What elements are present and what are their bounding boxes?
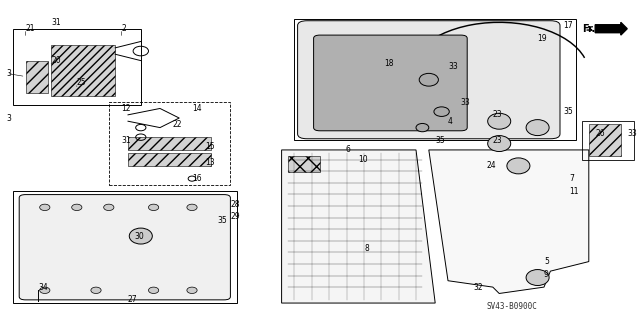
Ellipse shape bbox=[526, 120, 549, 136]
Text: SV43-B0900C: SV43-B0900C bbox=[486, 302, 537, 311]
Text: 33: 33 bbox=[461, 98, 470, 107]
Text: 4: 4 bbox=[448, 117, 453, 126]
Text: 35: 35 bbox=[218, 216, 227, 225]
Text: 30: 30 bbox=[134, 232, 144, 241]
Text: 3: 3 bbox=[6, 69, 12, 78]
Bar bbox=[288, 156, 320, 172]
Polygon shape bbox=[429, 150, 589, 293]
Text: 17: 17 bbox=[563, 21, 573, 30]
Ellipse shape bbox=[488, 113, 511, 129]
Text: 2: 2 bbox=[122, 24, 126, 33]
FancyBboxPatch shape bbox=[314, 35, 467, 131]
Text: 13: 13 bbox=[205, 158, 214, 167]
Text: 25: 25 bbox=[77, 78, 86, 87]
Ellipse shape bbox=[148, 204, 159, 211]
FancyBboxPatch shape bbox=[298, 21, 560, 139]
Text: 18: 18 bbox=[384, 59, 394, 68]
Ellipse shape bbox=[91, 287, 101, 293]
FancyArrow shape bbox=[595, 22, 627, 35]
Bar bbox=[128, 153, 211, 166]
Text: 6: 6 bbox=[346, 145, 351, 154]
Polygon shape bbox=[282, 150, 435, 303]
Ellipse shape bbox=[129, 228, 152, 244]
Ellipse shape bbox=[104, 204, 114, 211]
Ellipse shape bbox=[148, 287, 159, 293]
Ellipse shape bbox=[187, 204, 197, 211]
Text: 33: 33 bbox=[627, 130, 637, 138]
Text: 19: 19 bbox=[538, 34, 547, 43]
Text: 27: 27 bbox=[128, 295, 138, 304]
Ellipse shape bbox=[40, 204, 50, 211]
FancyBboxPatch shape bbox=[19, 195, 230, 300]
Text: 23: 23 bbox=[493, 136, 502, 145]
Text: 35: 35 bbox=[563, 107, 573, 116]
Ellipse shape bbox=[419, 73, 438, 86]
Bar bbox=[128, 137, 211, 150]
Ellipse shape bbox=[416, 123, 429, 132]
Text: 3: 3 bbox=[6, 114, 12, 122]
Ellipse shape bbox=[526, 270, 549, 286]
Bar bbox=[26, 61, 48, 93]
Ellipse shape bbox=[434, 107, 449, 116]
Text: 16: 16 bbox=[192, 174, 202, 183]
Text: 31: 31 bbox=[51, 18, 61, 27]
Text: 24: 24 bbox=[486, 161, 496, 170]
Text: 26: 26 bbox=[595, 130, 605, 138]
Text: 15: 15 bbox=[205, 142, 214, 151]
Text: 22: 22 bbox=[173, 120, 182, 129]
Text: 20: 20 bbox=[51, 56, 61, 65]
Bar bbox=[589, 124, 621, 156]
Text: 31: 31 bbox=[122, 136, 131, 145]
Text: 29: 29 bbox=[230, 212, 240, 221]
Text: 11: 11 bbox=[570, 187, 579, 196]
Text: 23: 23 bbox=[493, 110, 502, 119]
Text: 10: 10 bbox=[358, 155, 368, 164]
Text: 7: 7 bbox=[570, 174, 575, 183]
Bar bbox=[51, 45, 115, 96]
Text: 14: 14 bbox=[192, 104, 202, 113]
Text: 33: 33 bbox=[448, 63, 458, 71]
Text: 12: 12 bbox=[122, 104, 131, 113]
Text: 9: 9 bbox=[544, 270, 549, 279]
Ellipse shape bbox=[72, 204, 82, 211]
Text: 21: 21 bbox=[26, 24, 35, 33]
Ellipse shape bbox=[40, 287, 50, 293]
Ellipse shape bbox=[187, 287, 197, 293]
Text: 8: 8 bbox=[365, 244, 369, 253]
Text: 35: 35 bbox=[435, 136, 445, 145]
Ellipse shape bbox=[488, 136, 511, 152]
Text: 28: 28 bbox=[230, 200, 240, 209]
Ellipse shape bbox=[507, 158, 530, 174]
Text: 34: 34 bbox=[38, 283, 48, 292]
Text: 32: 32 bbox=[474, 283, 483, 292]
Text: Fr.: Fr. bbox=[582, 24, 596, 34]
Text: 5: 5 bbox=[544, 257, 549, 266]
